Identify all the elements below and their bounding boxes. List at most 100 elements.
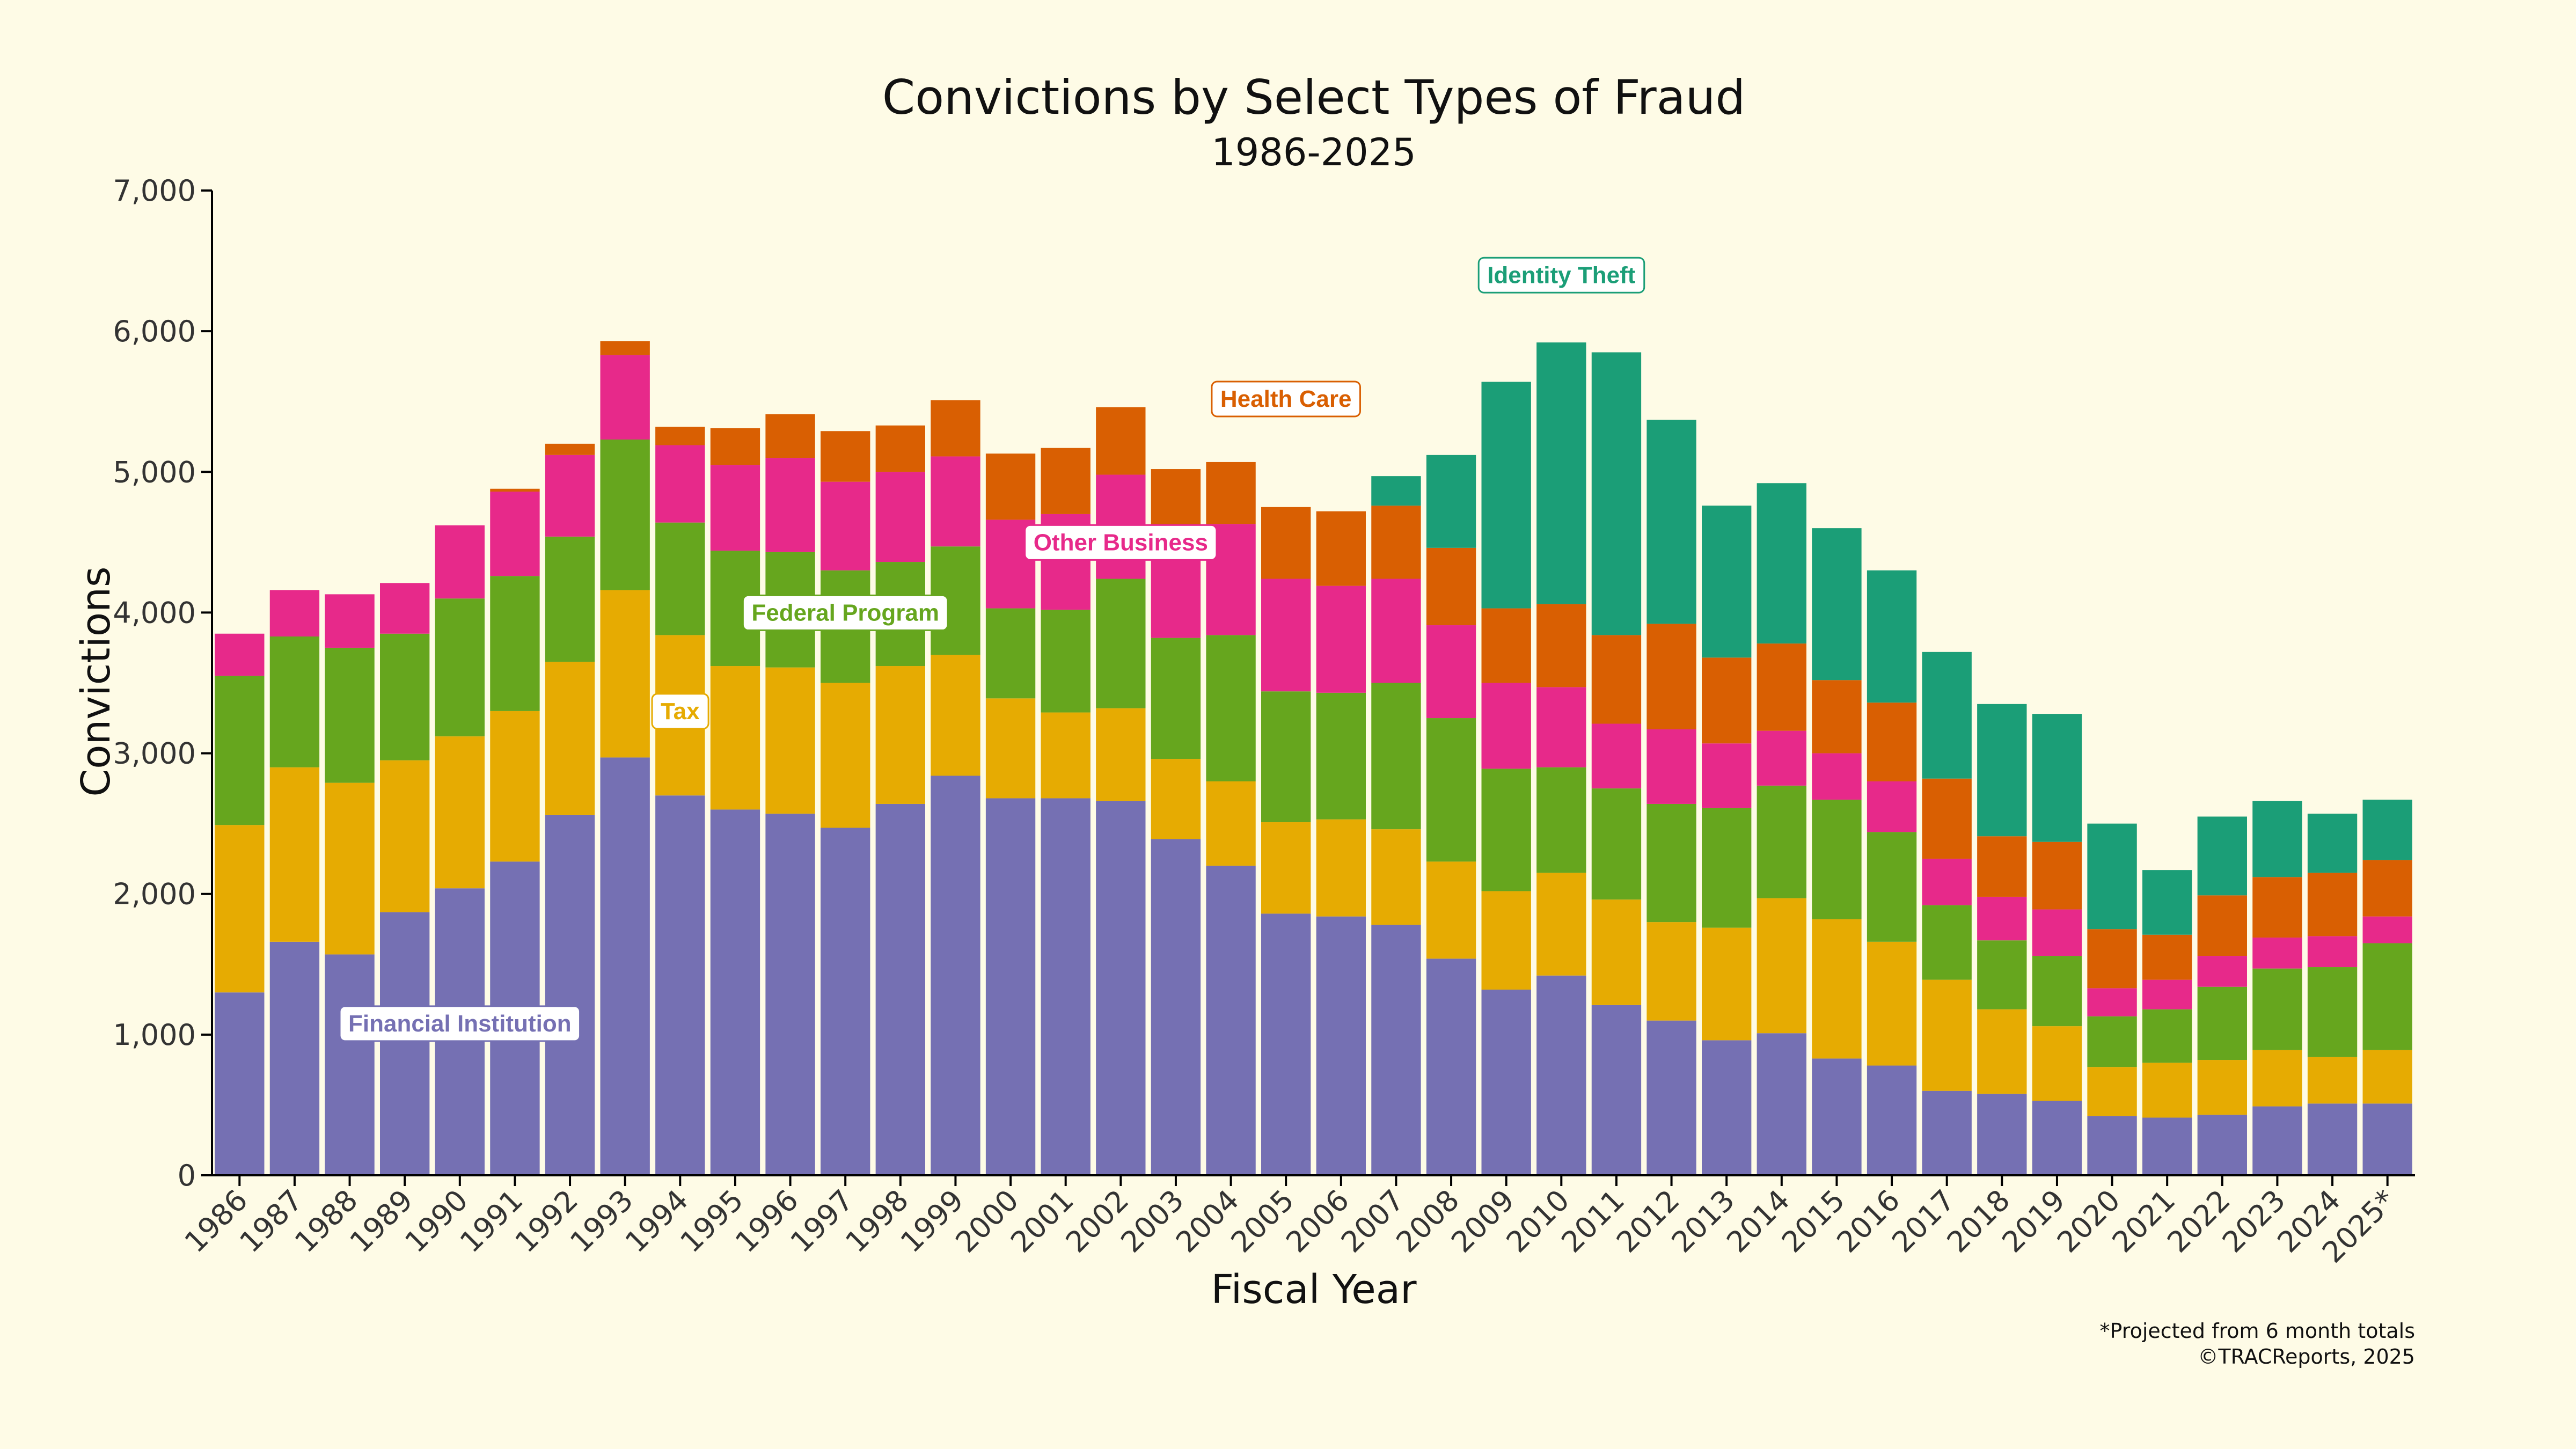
series-label-text: Identity Theft (1487, 262, 1636, 288)
bar-federal-program-1986 (215, 676, 265, 825)
bar-health-care-2009 (1481, 608, 1531, 683)
bar-other-business-2006 (1316, 586, 1366, 693)
series-label-identity-theft: Identity Theft (1477, 257, 1645, 294)
x-tick-label: 2012 (1610, 1183, 1686, 1260)
bar-other-business-2018 (1977, 896, 2027, 941)
bar-federal-program-2021 (2142, 1009, 2192, 1063)
x-tick-label: 2008 (1390, 1183, 1466, 1260)
bar-health-care-1995 (710, 428, 760, 465)
bar-identity-theft-2022 (2197, 816, 2247, 896)
bar-tax-1989 (380, 760, 430, 912)
bar-financial-institution-1994 (655, 795, 705, 1175)
bar-financial-institution-2010 (1536, 975, 1586, 1175)
bar-tax-2009 (1481, 891, 1531, 990)
bar-financial-institution-1987 (269, 941, 320, 1175)
series-label-text: Tax (661, 698, 700, 724)
x-tick-label: 2021 (2106, 1183, 2182, 1260)
bar-federal-program-2020 (2087, 1016, 2137, 1067)
bar-identity-theft-2015 (1812, 528, 1862, 680)
bar-federal-program-1989 (380, 633, 430, 760)
x-tick-label: 2015 (1775, 1183, 1851, 1260)
bar-financial-institution-2021 (2142, 1117, 2192, 1175)
x-axis-title: Fiscal Year (1211, 1267, 1417, 1313)
x-tick-label: 1986 (178, 1183, 254, 1260)
bar-federal-program-2005 (1261, 691, 1311, 823)
bar-federal-program-1994 (655, 522, 705, 635)
x-tick-label: 2019 (1995, 1183, 2072, 1260)
bar-tax-2002 (1096, 708, 1146, 801)
bar-financial-institution-2013 (1702, 1040, 1752, 1175)
bar-financial-institution-2019 (2032, 1101, 2082, 1175)
series-label-health-care: Health Care (1211, 380, 1361, 418)
y-tick-label: 4,000 (113, 596, 196, 630)
x-tick-label: 1988 (288, 1183, 364, 1260)
bar-tax-2000 (985, 698, 1036, 799)
bar-health-care-2017 (1922, 778, 1972, 859)
bar-financial-institution-1999 (931, 775, 980, 1175)
bar-identity-theft-2007 (1371, 476, 1421, 506)
bar-financial-institution-2001 (1041, 798, 1091, 1175)
bar-health-care-2015 (1812, 680, 1862, 753)
bar-tax-2013 (1702, 927, 1752, 1041)
bar-financial-institution-2024 (2307, 1103, 2358, 1175)
bar-federal-program-2019 (2032, 956, 2082, 1027)
y-tick-label: 6,000 (113, 314, 196, 348)
bar-health-care-2021 (2142, 934, 2192, 980)
bar-other-business-2014 (1757, 730, 1806, 786)
bar-tax-2015 (1812, 919, 1862, 1059)
bar-other-business-2017 (1922, 859, 1972, 905)
bar-federal-program-2016 (1867, 832, 1917, 942)
x-tick-label: 2011 (1555, 1183, 1631, 1260)
bar-other-business-1989 (380, 583, 430, 634)
bar-financial-institution-2007 (1371, 925, 1421, 1175)
y-tick-label: 1,000 (113, 1018, 196, 1052)
bar-health-care-2013 (1702, 657, 1752, 744)
bar-identity-theft-2011 (1591, 352, 1642, 635)
bar-tax-2023 (2252, 1050, 2302, 1107)
bar-health-care-2006 (1316, 511, 1366, 586)
bar-tax-2008 (1426, 861, 1476, 959)
bar-other-business-1987 (269, 590, 320, 636)
x-tick-label: 1993 (564, 1183, 640, 1260)
series-label-text: Other Business (1034, 529, 1208, 555)
bar-other-business-2025 (2362, 916, 2412, 943)
series-label-box (651, 693, 709, 730)
bar-tax-2014 (1757, 898, 1806, 1034)
credit: ©TRACReports, 2025 (2198, 1345, 2415, 1368)
bar-federal-program-2006 (1316, 692, 1366, 819)
bar-identity-theft-2008 (1426, 455, 1476, 548)
bar-financial-institution-2011 (1591, 1005, 1642, 1175)
bar-other-business-1993 (600, 355, 650, 440)
bar-federal-program-1990 (435, 598, 485, 737)
x-tick-label: 1994 (619, 1183, 695, 1260)
y-tick-label: 7,000 (113, 174, 196, 208)
x-tick-label: 1999 (894, 1183, 970, 1260)
bar-tax-1996 (765, 667, 815, 814)
x-tick-label: 2017 (1885, 1183, 1962, 1260)
bar-federal-program-2004 (1206, 635, 1256, 781)
bar-tax-2012 (1646, 922, 1696, 1021)
bar-financial-institution-2016 (1867, 1065, 1917, 1175)
bar-federal-program-2025 (2362, 943, 2412, 1050)
bar-tax-1998 (875, 666, 925, 804)
bar-financial-institution-2015 (1812, 1058, 1862, 1175)
bar-tax-2020 (2087, 1067, 2137, 1116)
x-tick-label: 1987 (233, 1183, 309, 1260)
bar-identity-theft-2018 (1977, 704, 2027, 837)
bar-other-business-1996 (765, 458, 815, 552)
bar-health-care-1998 (875, 425, 925, 472)
bar-federal-program-2013 (1702, 808, 1752, 928)
bar-tax-2025 (2362, 1050, 2412, 1104)
y-tick-label: 3,000 (113, 737, 196, 771)
bar-identity-theft-2013 (1702, 506, 1752, 658)
series-label-box (742, 594, 949, 631)
bar-financial-institution-2014 (1757, 1033, 1806, 1175)
bar-tax-2004 (1206, 781, 1256, 866)
bar-health-care-2012 (1646, 624, 1696, 730)
bar-federal-program-1987 (269, 636, 320, 767)
series-label-text: Federal Program (751, 599, 939, 626)
bar-other-business-1991 (490, 491, 540, 576)
series-label-text: Financial Institution (348, 1011, 572, 1037)
bar-identity-theft-2025 (2362, 800, 2412, 860)
bar-health-care-2014 (1757, 643, 1806, 731)
